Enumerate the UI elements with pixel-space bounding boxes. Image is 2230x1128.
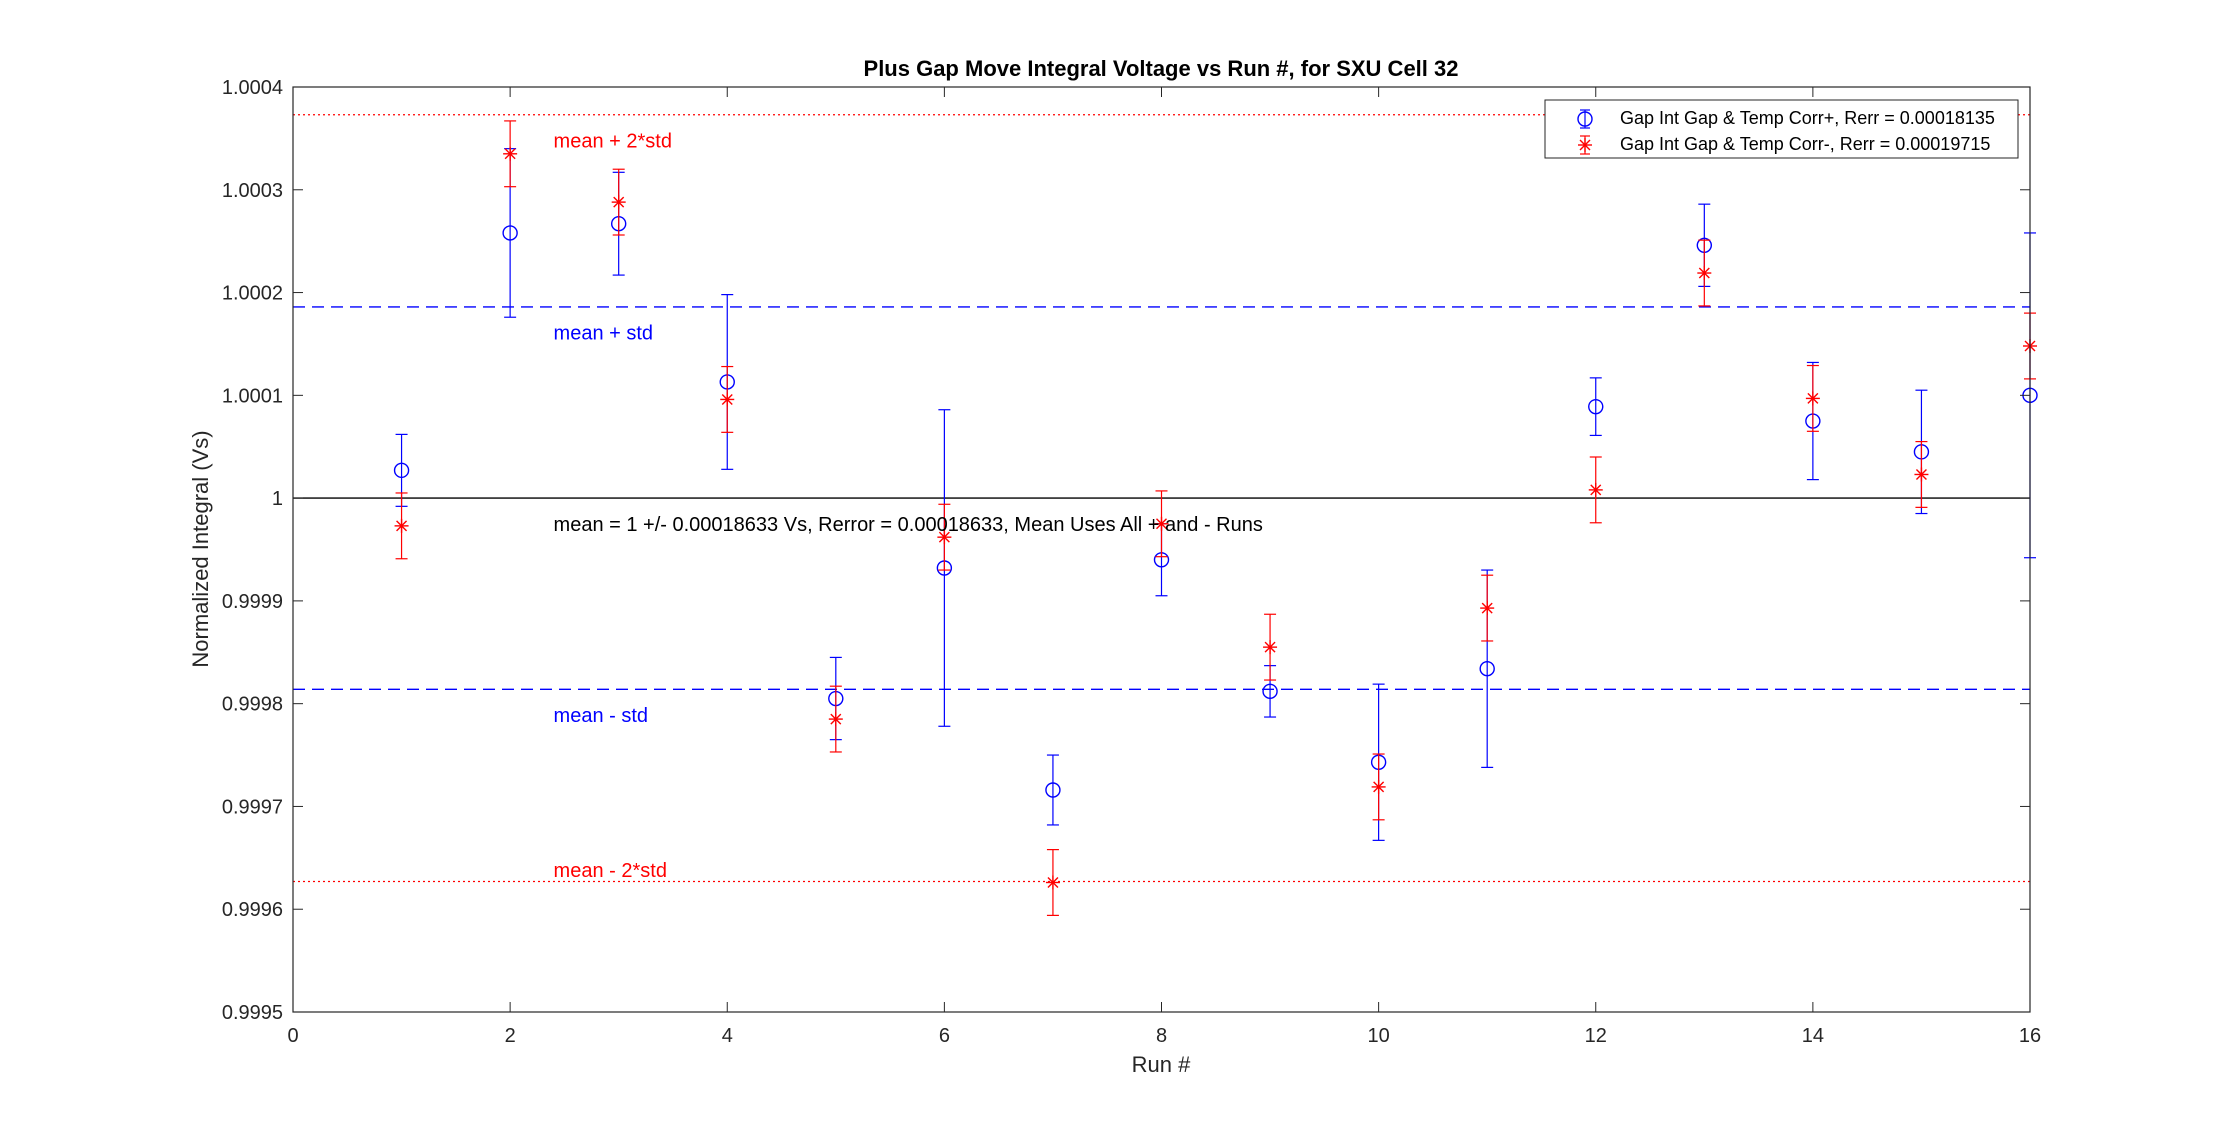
point-0-6	[1045, 782, 1061, 798]
mean-plus-2std-label: mean + 2*std	[554, 130, 672, 152]
x-tick-label: 4	[722, 1025, 733, 1047]
point-1-12	[1697, 266, 1712, 281]
legend-marker-asterisk	[1578, 138, 1592, 152]
point-1-6	[1045, 875, 1060, 890]
series-1	[394, 120, 2037, 916]
mean-minus-std-label: mean - std	[554, 705, 648, 727]
point-1-11	[1588, 482, 1603, 497]
point-0-11	[1588, 398, 1604, 415]
point-1-3	[720, 392, 735, 407]
y-axis-label: Normalized Integral (Vs)	[188, 430, 213, 667]
x-tick-label: 12	[1585, 1025, 1607, 1047]
point-1-10	[1480, 601, 1495, 616]
x-tick-label: 0	[287, 1025, 298, 1047]
point-0-0	[393, 462, 410, 479]
point-1-8	[1263, 640, 1278, 655]
y-tick-label: 1	[272, 488, 283, 510]
y-tick-label: 0.9997	[222, 796, 283, 818]
x-tick-label: 6	[939, 1025, 950, 1047]
point-1-4	[828, 712, 843, 727]
x-tick-label: 2	[505, 1025, 516, 1047]
y-tick-label: 1.0001	[222, 385, 283, 407]
mean-minus-2std-label: mean - 2*std	[554, 860, 667, 882]
legend-entry-corr-minus: Gap Int Gap & Temp Corr-, Rerr = 0.00019…	[1620, 134, 1990, 154]
y-tick-label: 1.0003	[222, 180, 283, 202]
legend: Gap Int Gap & Temp Corr+, Rerr = 0.00018…	[1544, 99, 2019, 159]
point-0-1	[502, 225, 518, 241]
point-1-13	[1805, 391, 1820, 406]
y-tick-label: 1.0002	[222, 283, 283, 305]
point-1-5	[937, 530, 952, 545]
legend-symbol-corr-plus	[1577, 109, 1593, 129]
x-tick-label: 10	[1368, 1025, 1390, 1047]
point-1-2	[611, 195, 626, 210]
legend-box	[1544, 99, 2019, 159]
legend-marker-circle	[1577, 111, 1593, 127]
errorbar-0-11	[1589, 377, 1602, 437]
point-1-7	[1154, 516, 1169, 531]
errorbar-0-6	[1046, 754, 1059, 826]
legend-entry-corr-plus: Gap Int Gap & Temp Corr+, Rerr = 0.00018…	[1620, 108, 1995, 128]
point-1-1	[503, 146, 518, 161]
x-tick-label: 8	[1156, 1025, 1167, 1047]
x-axis-label: Run #	[1132, 1052, 1191, 1077]
point-1-0	[394, 518, 409, 533]
x-tick-label: 16	[2019, 1025, 2041, 1047]
annotations: mean + 2*std mean + std mean = 1 +/- 0.000…	[554, 130, 1263, 882]
y-tick-label: 1.0004	[222, 77, 283, 99]
x-tick-label: 14	[1802, 1025, 1824, 1047]
y-tick-label: 0.9998	[222, 694, 283, 716]
point-1-14	[1914, 467, 1929, 482]
legend-symbol-corr-minus	[1578, 135, 1592, 155]
x-axis: 0 2 4 6 8 10 12 14 16	[287, 87, 2041, 1047]
chart-title: Plus Gap Move Integral Voltage vs Run #,…	[864, 56, 1459, 81]
point-1-9	[1371, 779, 1386, 794]
y-axis: 0.9995 0.9996 0.9997 0.9998 0.9999 1 1.0001 1.0…	[222, 77, 2030, 1024]
mean-plus-std-label: mean + std	[554, 323, 654, 345]
point-0-10	[1479, 661, 1495, 677]
y-tick-label: 0.9996	[222, 899, 283, 921]
y-tick-label: 0.9995	[222, 1002, 283, 1024]
y-tick-label: 0.9999	[222, 591, 283, 613]
mean-label: mean = 1 +/- 0.00018633 Vs, Rerror = 0.0…	[554, 514, 1263, 536]
point-0-8	[1262, 683, 1278, 700]
